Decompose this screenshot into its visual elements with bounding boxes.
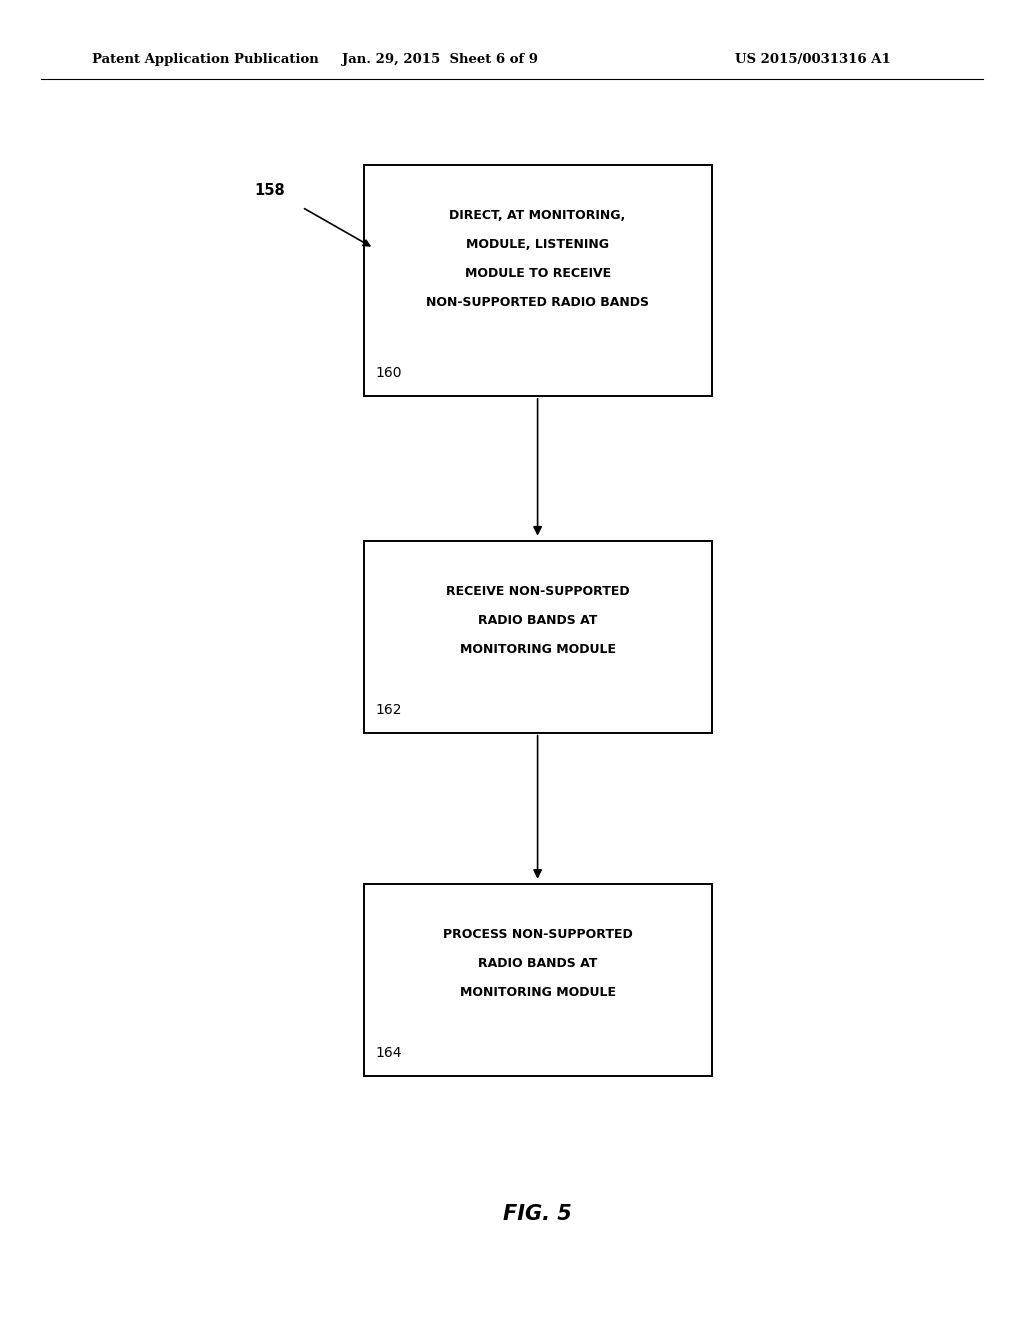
Bar [364,884,712,1076]
Text: 162: 162 [376,702,402,717]
Text: Jan. 29, 2015  Sheet 6 of 9: Jan. 29, 2015 Sheet 6 of 9 [342,53,539,66]
Text: MODULE TO RECEIVE: MODULE TO RECEIVE [465,267,610,280]
Bar [364,541,712,733]
Text: 158: 158 [254,183,285,198]
Text: FIG. 5: FIG. 5 [503,1204,572,1225]
Text: PROCESS NON-SUPPORTED: PROCESS NON-SUPPORTED [442,928,633,941]
Text: RADIO BANDS AT: RADIO BANDS AT [478,614,597,627]
Text: Patent Application Publication: Patent Application Publication [92,53,318,66]
Text: MODULE, LISTENING: MODULE, LISTENING [466,238,609,251]
Text: 160: 160 [376,366,402,380]
Bar [364,165,712,396]
Text: RECEIVE NON-SUPPORTED: RECEIVE NON-SUPPORTED [445,585,630,598]
Text: NON-SUPPORTED RADIO BANDS: NON-SUPPORTED RADIO BANDS [426,296,649,309]
Text: MONITORING MODULE: MONITORING MODULE [460,986,615,999]
Text: MONITORING MODULE: MONITORING MODULE [460,643,615,656]
Text: RADIO BANDS AT: RADIO BANDS AT [478,957,597,970]
Text: DIRECT, AT MONITORING,: DIRECT, AT MONITORING, [450,209,626,222]
Text: 164: 164 [376,1045,402,1060]
Text: US 2015/0031316 A1: US 2015/0031316 A1 [735,53,891,66]
